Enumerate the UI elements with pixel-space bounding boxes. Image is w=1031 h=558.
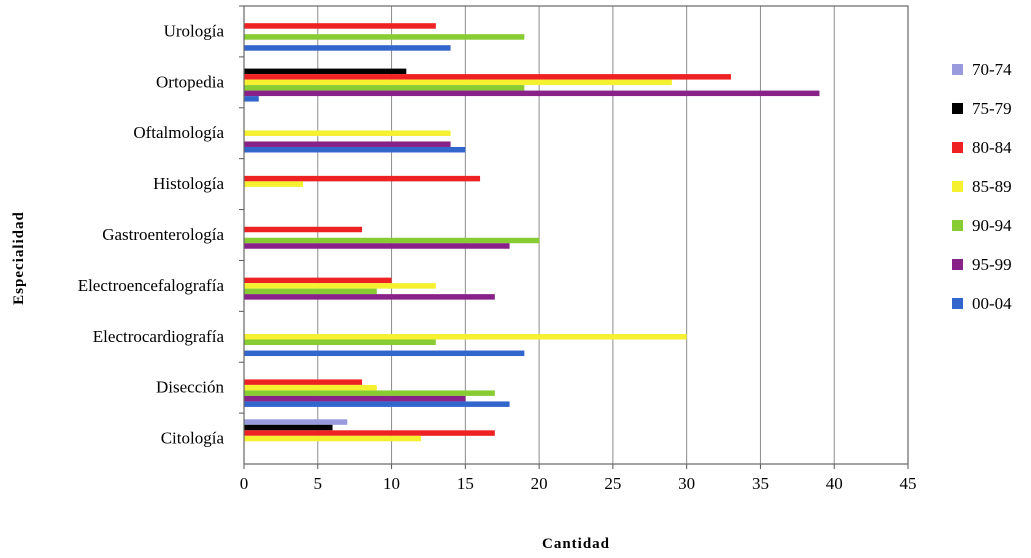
y-axis-title: Especialidad (11, 211, 27, 305)
legend-label: 75-79 (972, 99, 1012, 118)
x-tick-label: 40 (826, 474, 843, 493)
legend-label: 80-84 (972, 138, 1012, 157)
bar (244, 277, 392, 284)
category-label: Ortopedia (156, 72, 224, 91)
bar (244, 283, 436, 289)
legend-swatch (952, 259, 963, 270)
bar (244, 45, 451, 51)
bar (244, 146, 466, 153)
plot-frame (243, 5, 909, 465)
bar (244, 339, 436, 346)
x-tick-label: 45 (900, 474, 917, 493)
bar (244, 395, 466, 402)
legend: 70-74 75-79 80-84 85-89 90-94 95-99 00-04 (952, 60, 1012, 313)
bar (244, 141, 451, 147)
x-tick-label: 35 (752, 474, 769, 493)
x-tick-labels: 0 5 10 15 20 25 30 35 40 45 (240, 474, 917, 493)
bar (244, 334, 687, 340)
bar (244, 243, 510, 249)
category-label: Gastroenterología (102, 225, 224, 244)
legend-swatch (952, 220, 963, 231)
category-label: Citología (161, 429, 225, 448)
legend-swatch (952, 142, 963, 153)
x-tick-label: 15 (457, 474, 474, 493)
bar (244, 350, 525, 357)
legend-label: 70-74 (972, 60, 1012, 79)
bar (244, 419, 348, 425)
legend-label: 85-89 (972, 177, 1012, 196)
x-tick-label: 30 (678, 474, 695, 493)
x-tick-label: 0 (240, 474, 249, 493)
bar (244, 379, 363, 385)
bar (244, 175, 481, 182)
bar (244, 390, 495, 396)
bar (244, 226, 363, 233)
category-label: Histología (153, 174, 224, 193)
x-tick-label: 10 (383, 474, 400, 493)
bar (244, 23, 436, 29)
bar (244, 181, 304, 187)
legend-swatch (952, 298, 963, 309)
category-label: Electrocardiografía (93, 327, 225, 346)
x-tick-label: 5 (314, 474, 323, 493)
bars (244, 23, 820, 442)
bar (244, 424, 333, 431)
bar (244, 401, 510, 407)
bar (244, 435, 422, 442)
bar (244, 85, 525, 91)
bar (244, 68, 407, 75)
bar (244, 130, 451, 136)
category-label: Urología (164, 21, 225, 40)
bar (244, 430, 495, 436)
bar (244, 79, 672, 86)
category-label: Electroencefalografía (78, 276, 225, 295)
bar (244, 237, 540, 244)
bar (244, 294, 495, 300)
bar (244, 90, 820, 97)
category-label: Oftalmología (133, 123, 224, 142)
x-tick-label: 25 (604, 474, 621, 493)
bar (244, 34, 525, 40)
legend-label: 00-04 (972, 294, 1012, 313)
category-labels: Urología Ortopedia Oftalmología Histología G… (78, 21, 225, 447)
category-label: Disección (156, 378, 224, 397)
x-axis-title: Cantidad (542, 536, 610, 552)
bar (244, 74, 731, 80)
axes (239, 5, 909, 469)
legend-swatch (952, 181, 963, 192)
legend-swatch (952, 103, 963, 114)
legend-label: 95-99 (972, 255, 1012, 274)
x-tick-label: 20 (531, 474, 548, 493)
legend-swatch (952, 64, 963, 75)
bar (244, 288, 377, 295)
bar (244, 384, 377, 391)
legend-label: 90-94 (972, 216, 1012, 235)
bar (244, 96, 259, 102)
